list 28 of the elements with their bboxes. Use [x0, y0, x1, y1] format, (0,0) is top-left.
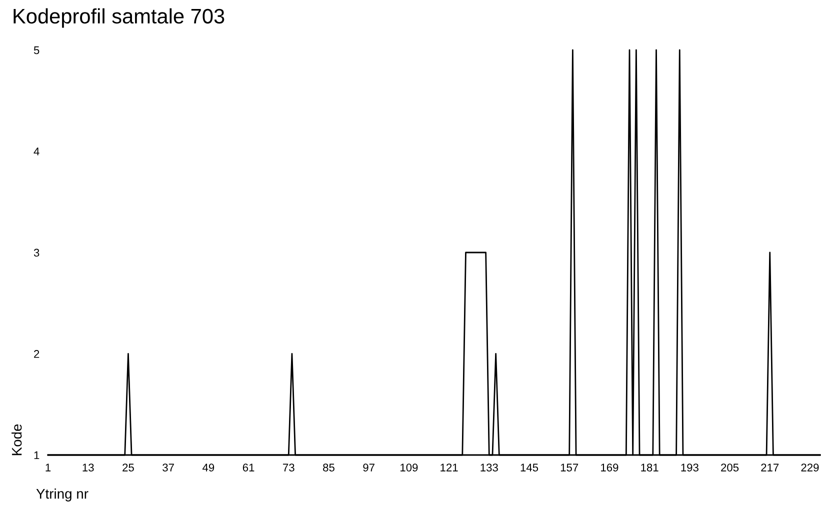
x-tick-label: 133: [480, 464, 498, 472]
y-tick-label: 1: [34, 451, 40, 460]
x-tick-label: 157: [560, 464, 578, 472]
x-tick-label: 13: [82, 464, 94, 472]
x-tick-label: 229: [801, 464, 819, 472]
x-tick-label: 1: [46, 464, 51, 472]
x-tick-label: 145: [520, 464, 538, 472]
x-tick-label: 49: [202, 464, 214, 472]
y-tick-label: 4: [34, 148, 40, 156]
y-tick-label: 5: [34, 46, 40, 54]
x-tick-label: 181: [641, 464, 658, 472]
x-tick-label: 121: [440, 464, 458, 472]
x-tick-label: 109: [400, 464, 418, 472]
x-tick-label: 85: [323, 464, 334, 472]
x-tick-label: 61: [242, 464, 254, 472]
x-tick-label: 169: [601, 464, 618, 472]
x-tick-label: 25: [122, 464, 134, 472]
x-axis-title: Ytring nr: [36, 488, 88, 502]
y-axis-title: Kode: [12, 424, 22, 456]
y-tick-label: 2: [34, 350, 40, 358]
x-tick-label: 217: [761, 464, 779, 472]
x-tick-label: 193: [681, 464, 698, 472]
y-tick-label: 3: [34, 248, 40, 257]
x-tick-label: 205: [721, 464, 739, 472]
x-tick-label: 97: [363, 464, 374, 472]
chart-title: Kodeprofil samtale 703: [14, 8, 224, 28]
x-tick-label: 73: [283, 464, 294, 472]
x-tick-label: 37: [162, 464, 174, 472]
